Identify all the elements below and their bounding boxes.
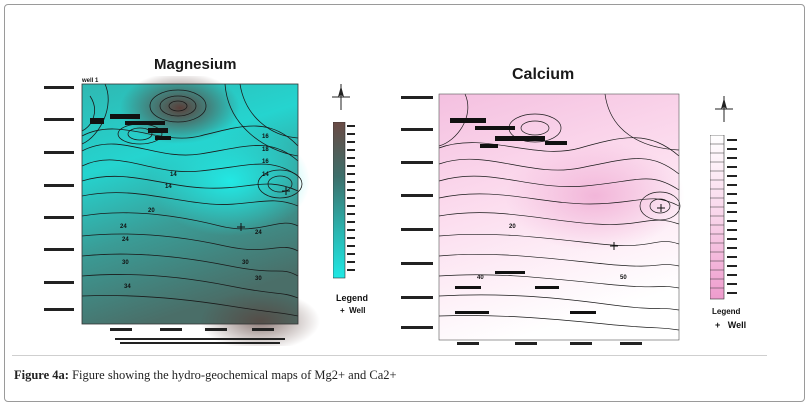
- contour-label: 24: [255, 230, 262, 236]
- contour-label: 40: [477, 275, 484, 281]
- magnesium-legend-title: Legend: [336, 293, 369, 303]
- figure-caption: Figure 4a: Figure showing the hydro-geoc…: [14, 368, 397, 383]
- contour-label: 30: [255, 276, 262, 282]
- contour-label: 20: [148, 208, 155, 214]
- contour-label: 24: [122, 237, 129, 243]
- calcium-contour-map: 20 40 50: [401, 93, 685, 345]
- legend-well-label: Well: [349, 306, 366, 315]
- caption-label: Figure 4a:: [14, 368, 69, 382]
- contour-label: 30: [242, 260, 249, 266]
- legend-well-label: Well: [727, 320, 747, 330]
- calcium-color-scale: [710, 135, 737, 300]
- contour-label: 16: [262, 134, 269, 140]
- north-arrow-icon: [332, 84, 350, 110]
- caption-text: Figure showing the hydro-geochemical map…: [68, 368, 397, 382]
- well-cross-icon: +: [715, 320, 721, 330]
- magnesium-color-scale: [333, 122, 355, 279]
- contour-label: 18: [262, 147, 269, 153]
- well-label: well 1: [81, 78, 99, 84]
- well-cross-icon: +: [340, 306, 345, 315]
- contour-label: 24: [120, 224, 127, 230]
- contour-label: 14: [165, 184, 172, 190]
- calcium-legend-well: + Well: [715, 320, 746, 330]
- contour-label: 14: [170, 172, 177, 178]
- magnesium-legend-well: + Well: [340, 306, 365, 315]
- contour-label: 16: [262, 159, 269, 165]
- contour-label: 20: [509, 224, 516, 230]
- contour-label: 30: [122, 260, 129, 266]
- calcium-legend-title: Legend: [712, 307, 741, 316]
- contour-label: 14: [262, 172, 269, 178]
- contour-label: 34: [124, 284, 131, 290]
- calcium-map-title: Calcium: [512, 66, 575, 83]
- magnesium-map-title: Magnesium: [154, 56, 237, 73]
- contour-label: 50: [620, 275, 627, 281]
- magnesium-contour-map: 14 14 20 24 24 24 30 30 34 30 16 18 16 1…: [44, 76, 320, 346]
- caption-divider: [12, 355, 767, 356]
- north-arrow-icon: [715, 96, 733, 122]
